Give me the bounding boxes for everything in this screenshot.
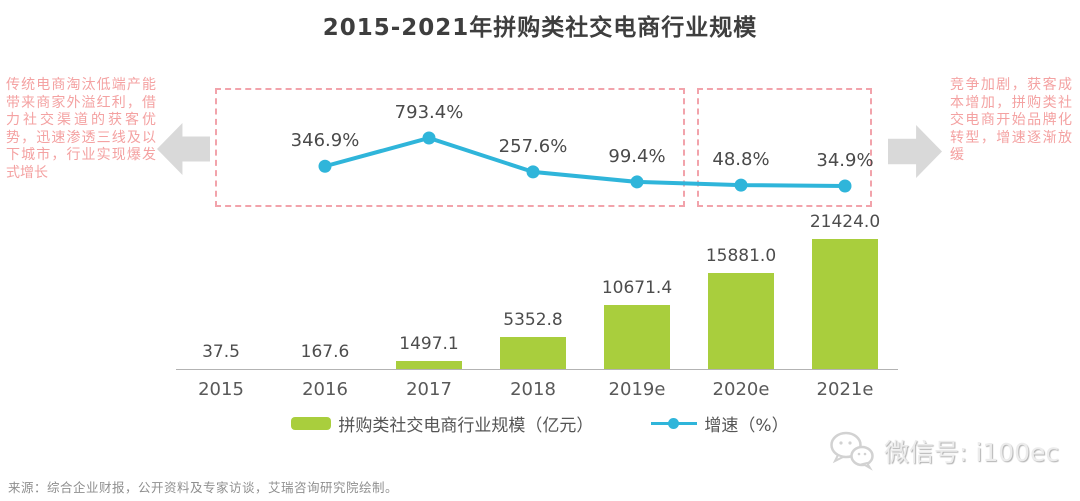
line-point: [838, 179, 852, 193]
line-point: [734, 178, 748, 192]
bar-value-label: 1497.1: [399, 333, 459, 354]
x-axis-line: [176, 369, 898, 370]
watermark: 微信号: i100ec: [828, 430, 1059, 472]
legend-label: 增速（%）: [704, 416, 789, 436]
wechat-id-text: 微信号: i100ec: [884, 438, 1060, 467]
line-point: [318, 159, 332, 173]
x-axis-label: 2015: [198, 379, 244, 400]
bar-value-label: 21424.0: [809, 212, 881, 232]
legend: 拼购类社交电商行业规模（亿元） 增速（%）: [0, 411, 1080, 436]
x-axis-label: 2020e: [712, 379, 770, 400]
wechat-icon: [830, 431, 874, 471]
x-axis-label: 2016: [302, 379, 348, 400]
x-axis-label: 2021e: [816, 379, 874, 400]
bar-value-label: 167.6: [300, 341, 350, 362]
growth-pct-label: 99.4%: [608, 145, 666, 167]
bar-2017: [396, 360, 462, 370]
growth-pct-label: 346.9%: [290, 130, 360, 152]
x-axis-label: 2019e: [608, 379, 666, 400]
growth-pct-label: 793.4%: [394, 101, 464, 123]
chart-title: 2015-2021年拼购类社交电商行业规模: [322, 15, 758, 41]
bar-2019e: [604, 304, 670, 370]
bar-2021e: [812, 239, 878, 370]
line-swatch-icon: [651, 417, 698, 430]
growth-pct-label: 257.6%: [498, 135, 568, 157]
bar-value-label: 10671.4: [601, 277, 673, 298]
x-axis-label: 2018: [510, 379, 556, 400]
legend-label: 拼购类社交电商行业规模（亿元）: [338, 416, 594, 436]
bar-swatch-icon: [291, 417, 332, 430]
legend-item-scale: 拼购类社交电商行业规模（亿元）: [291, 411, 593, 436]
source-note: 来源：综合企业财报，公开资料及专家访谈，艾瑞咨询研究院绘制。: [8, 480, 399, 495]
annotation-left: 传统电商淘汰低端产能带来商家外溢红利，借力社交渠道的获客优势，迅速渗透三线及以下…: [6, 77, 156, 181]
bar-value-label: 5352.8: [503, 310, 563, 331]
highlight-box-growth-phase: [215, 88, 685, 207]
growth-pct-label: 48.8%: [712, 149, 770, 171]
line-point: [630, 175, 644, 189]
legend-item-growth: 增速（%）: [651, 411, 789, 436]
annotation-right: 竞争加剧，获客成本增加，拼购类社交电商开始品牌化转型，增速逐渐放缓: [950, 77, 1072, 164]
line-point: [526, 165, 540, 179]
bar-2018: [500, 337, 566, 370]
bar-2020e: [708, 272, 774, 370]
bar-value-label: 37.5: [202, 341, 240, 362]
bar-value-label: 15881.0: [705, 245, 777, 266]
highlight-box-slowdown-phase: [697, 88, 872, 207]
line-point: [422, 131, 436, 145]
x-axis-label: 2017: [406, 379, 452, 400]
growth-pct-label: 34.9%: [816, 150, 874, 171]
